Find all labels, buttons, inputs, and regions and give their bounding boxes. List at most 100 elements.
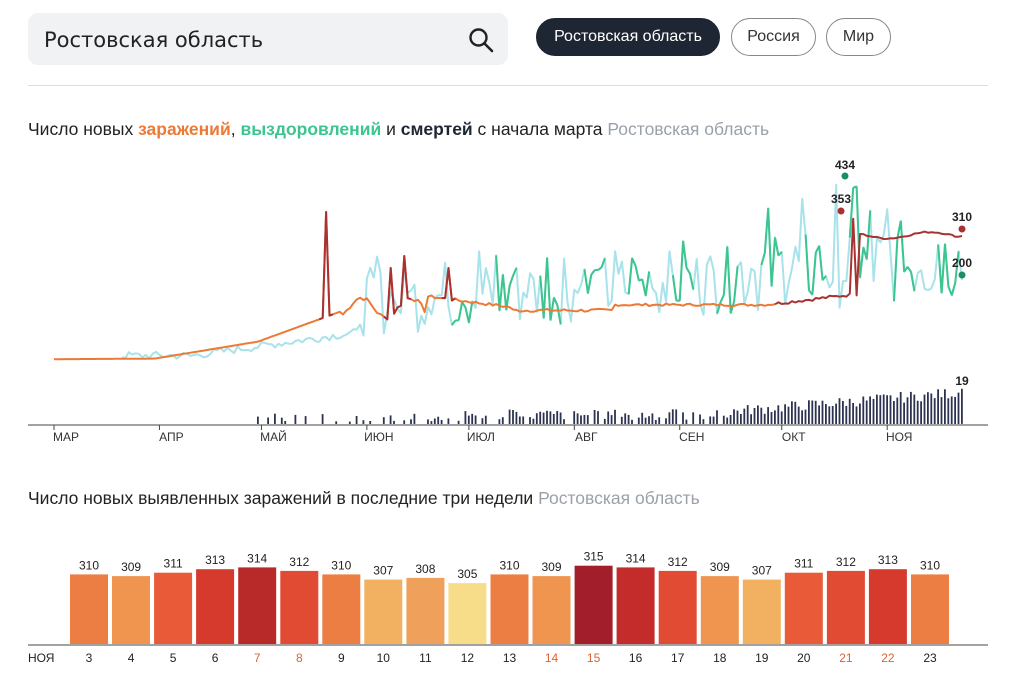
death-bar [740, 414, 742, 424]
month-label: НОЯ [28, 651, 54, 665]
bar-day-label: 14 [545, 651, 559, 665]
death-bar [760, 407, 763, 424]
death-bar [862, 396, 865, 424]
chart1-title-sep2: и [381, 119, 401, 139]
death-bar [899, 392, 902, 424]
legend-infections: заражений [138, 119, 231, 139]
tab-russia[interactable]: Россия [731, 18, 816, 56]
death-bar [294, 414, 297, 424]
bar-value-label: 309 [541, 560, 561, 574]
infections-line-dark [318, 211, 963, 321]
death-bar [699, 414, 701, 424]
death-bar [362, 420, 365, 424]
death-bar [733, 409, 735, 424]
death-bar [763, 413, 766, 424]
death-bar [641, 412, 644, 424]
death-bar [546, 410, 548, 424]
bar-day-label: 13 [503, 651, 517, 665]
death-bar [828, 406, 831, 424]
infections-last-point [958, 225, 966, 233]
death-bar [859, 403, 861, 424]
death-bar [284, 421, 287, 424]
deaths-last-label: 19 [955, 374, 969, 388]
search-input[interactable] [42, 23, 456, 57]
death-bar [552, 414, 555, 424]
bar [574, 565, 613, 644]
bar-day-label: 17 [671, 651, 685, 665]
death-bar [586, 415, 589, 424]
chart1-title: Число новых заражений, выздоровлений и с… [28, 119, 769, 140]
death-bar [501, 417, 504, 424]
bar [911, 574, 949, 644]
bar [742, 579, 781, 644]
tab-rostov-region[interactable]: Ростовская область [536, 18, 720, 56]
death-bar [651, 413, 654, 424]
death-bar [787, 406, 790, 424]
x-tick-label: ИЮН [364, 430, 393, 444]
death-bar [835, 403, 837, 424]
death-bar [957, 392, 960, 424]
death-bar [522, 416, 525, 424]
death-bar [818, 405, 820, 424]
infections-peak-label: 353 [831, 192, 851, 206]
chart2-region: Ростовская область [538, 488, 700, 508]
death-bar [903, 402, 905, 424]
death-bar [668, 412, 671, 424]
death-bar [712, 416, 715, 424]
death-bar [729, 415, 732, 424]
death-bar [961, 388, 963, 424]
bar-day-label: 10 [377, 651, 391, 665]
bar [280, 570, 319, 644]
death-bar [831, 406, 834, 424]
death-bar [644, 417, 647, 424]
tab-world[interactable]: Мир [826, 18, 891, 56]
death-bar [743, 408, 746, 424]
death-bar [801, 410, 803, 424]
death-bar [603, 418, 606, 424]
death-bar [920, 401, 922, 424]
bar-day-label: 9 [338, 651, 345, 665]
deaths-bars [257, 388, 963, 424]
death-bar [906, 397, 909, 424]
search-icon[interactable] [468, 27, 494, 53]
chart2-title: Число новых выявленных заражений в после… [28, 488, 700, 509]
bar [784, 572, 823, 644]
bar-day-label: 18 [713, 651, 727, 665]
bar-day-label: 20 [797, 651, 811, 665]
death-bar [825, 404, 827, 424]
death-bar [518, 416, 521, 424]
death-bar [886, 395, 888, 424]
bar-value-label: 307 [373, 564, 393, 578]
death-bar [791, 401, 793, 424]
death-bar [709, 416, 712, 424]
bar-day-label: 12 [461, 651, 475, 665]
bar-day-label: 22 [881, 651, 895, 665]
death-bar [665, 418, 667, 424]
death-bar [481, 418, 484, 424]
death-bar [559, 412, 562, 424]
bar-value-label: 314 [626, 551, 646, 565]
death-bar [692, 412, 695, 424]
search-box[interactable] [28, 13, 508, 65]
death-bar [872, 398, 875, 424]
x-tick-label: ИЮЛ [467, 430, 495, 444]
bar-day-label: 16 [629, 651, 643, 665]
death-bar [437, 416, 440, 424]
death-bar [750, 414, 752, 424]
x-tick-label: АВГ [575, 430, 598, 444]
death-bar [777, 405, 780, 424]
death-bar [637, 417, 640, 424]
bar-day-label: 19 [755, 651, 769, 665]
death-bar [944, 389, 946, 424]
bar [406, 577, 445, 644]
x-tick-label: МАЙ [260, 429, 287, 444]
death-bar [447, 418, 450, 424]
bar-day-label: 21 [839, 651, 853, 665]
death-bar [631, 419, 633, 424]
bar-day-label: 5 [170, 651, 177, 665]
death-bar [512, 410, 514, 424]
death-bar [563, 419, 565, 424]
death-bar [893, 401, 895, 424]
death-bar [913, 394, 916, 424]
x-tick-label: МАР [53, 430, 79, 444]
